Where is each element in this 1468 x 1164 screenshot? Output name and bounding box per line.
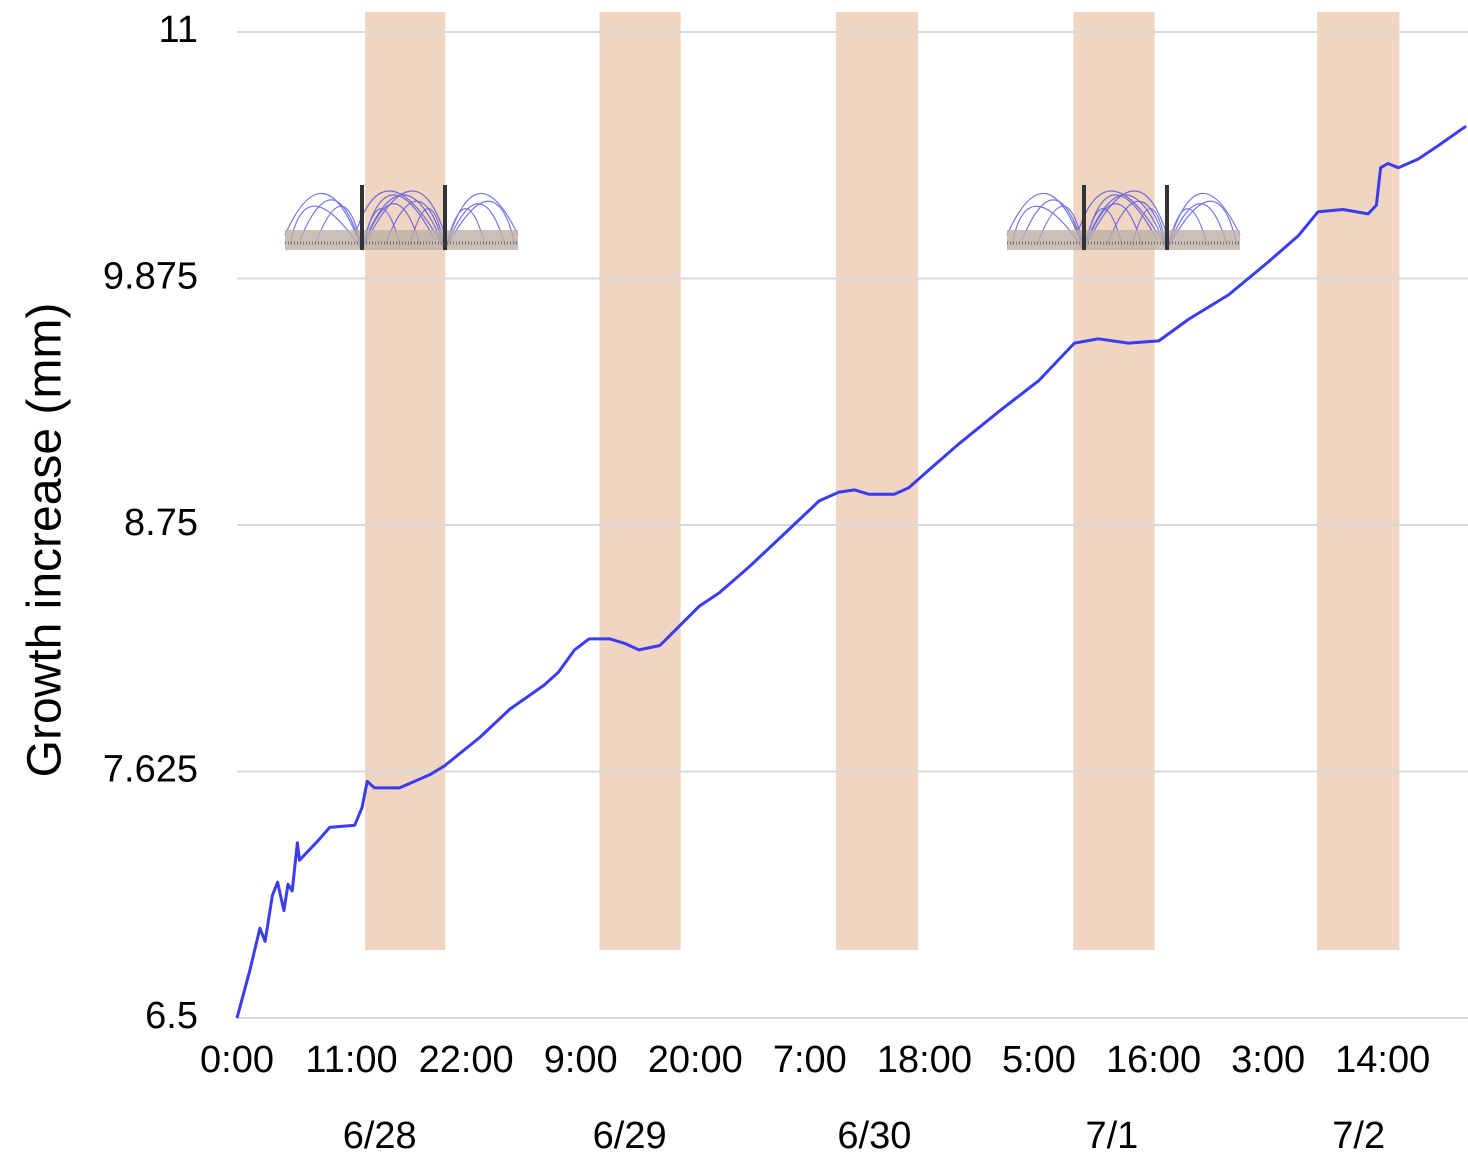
date-label: 6/29 (593, 1115, 667, 1157)
x-tick-label: 14:00 (1335, 1039, 1430, 1081)
x-tick-label: 7:00 (773, 1039, 847, 1081)
date-label: 7/1 (1085, 1115, 1138, 1157)
y-tick-label: 11 (159, 9, 198, 51)
shaded-band (1317, 12, 1399, 950)
date-label: 7/2 (1332, 1115, 1385, 1157)
y-tick-label: 9.875 (103, 256, 198, 298)
bands (365, 12, 1399, 950)
y-axis-label: Growth increase (mm) (19, 303, 72, 778)
x-tick-label: 11:00 (305, 1039, 397, 1081)
shaded-band (599, 12, 680, 950)
x-tick-label: 0:00 (200, 1039, 274, 1081)
shaded-band (836, 12, 918, 950)
date-label: 6/30 (837, 1115, 911, 1157)
x-tick-label: 16:00 (1106, 1039, 1201, 1081)
y-tick-label: 6.5 (145, 995, 198, 1037)
y-tick-label: 7.625 (103, 749, 198, 791)
y-tick-label: 8.75 (124, 502, 198, 544)
shaded-band (365, 12, 445, 950)
date-label: 6/28 (343, 1115, 417, 1157)
x-tick-label: 9:00 (544, 1039, 618, 1081)
x-tick-label: 20:00 (648, 1039, 743, 1081)
x-tick-label: 5:00 (1002, 1039, 1076, 1081)
x-tick-label: 3:00 (1231, 1039, 1305, 1081)
x-tick-label: 22:00 (419, 1039, 514, 1081)
shaded-band (1073, 12, 1154, 950)
chart: Growth increase (mm) 6.5 7.625 8.75 9.875 11… (0, 0, 1468, 1164)
x-tick-label: 18:00 (877, 1039, 972, 1081)
